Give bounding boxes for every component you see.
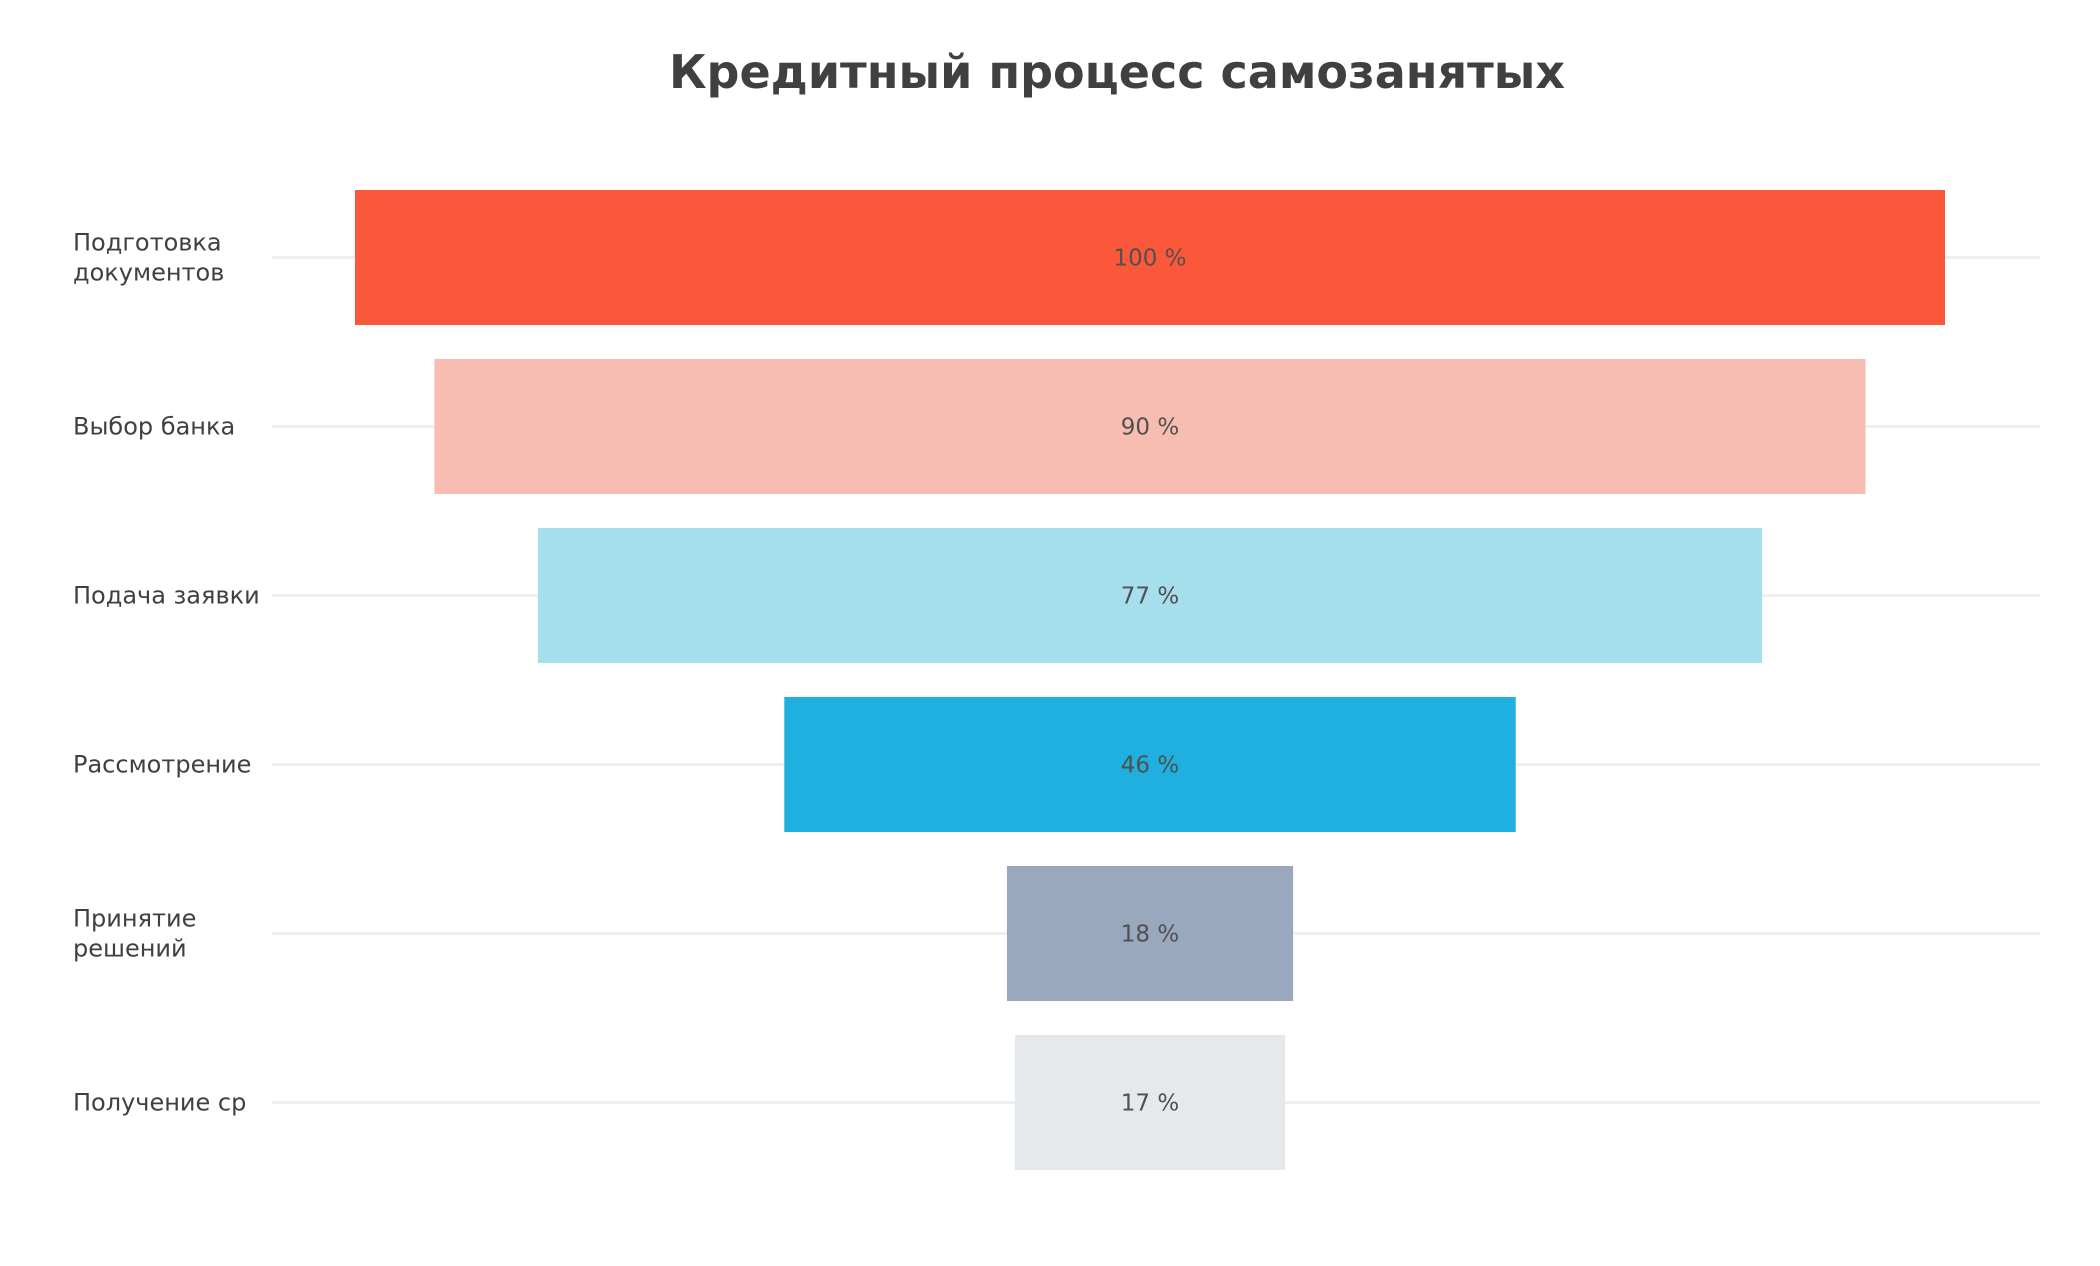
chart-title: Кредитный процесс самозанятых: [669, 45, 1565, 99]
bar: [784, 697, 1516, 832]
value-label: 90 %: [1121, 415, 1179, 441]
bar: [355, 190, 1945, 325]
category-label: Рассмотрение: [73, 751, 251, 779]
value-label: 100 %: [1113, 246, 1186, 272]
value-label: 77 %: [1121, 584, 1179, 610]
value-label: 18 %: [1121, 922, 1179, 948]
category-label: Выбор банка: [73, 413, 235, 441]
category-label: Получение ср: [73, 1089, 246, 1117]
bar: [1014, 1035, 1286, 1170]
category-label: Подготовка документов: [73, 229, 224, 287]
category-label: Подача заявки: [73, 582, 260, 610]
value-label: 46 %: [1121, 753, 1179, 779]
bar: [434, 359, 1866, 494]
value-label: 17 %: [1121, 1091, 1179, 1117]
bar: [1006, 866, 1294, 1001]
bar: [537, 528, 1763, 663]
category-label: Принятие решений: [73, 905, 196, 963]
